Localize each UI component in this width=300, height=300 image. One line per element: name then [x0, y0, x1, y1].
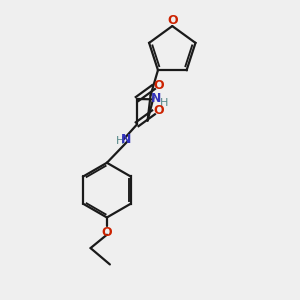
Text: N: N [151, 92, 161, 106]
Text: O: O [154, 104, 164, 117]
Text: O: O [168, 14, 178, 27]
Text: N: N [121, 133, 131, 146]
Text: H: H [160, 98, 168, 108]
Text: O: O [102, 226, 112, 239]
Text: O: O [154, 79, 164, 92]
Text: H: H [116, 136, 124, 146]
